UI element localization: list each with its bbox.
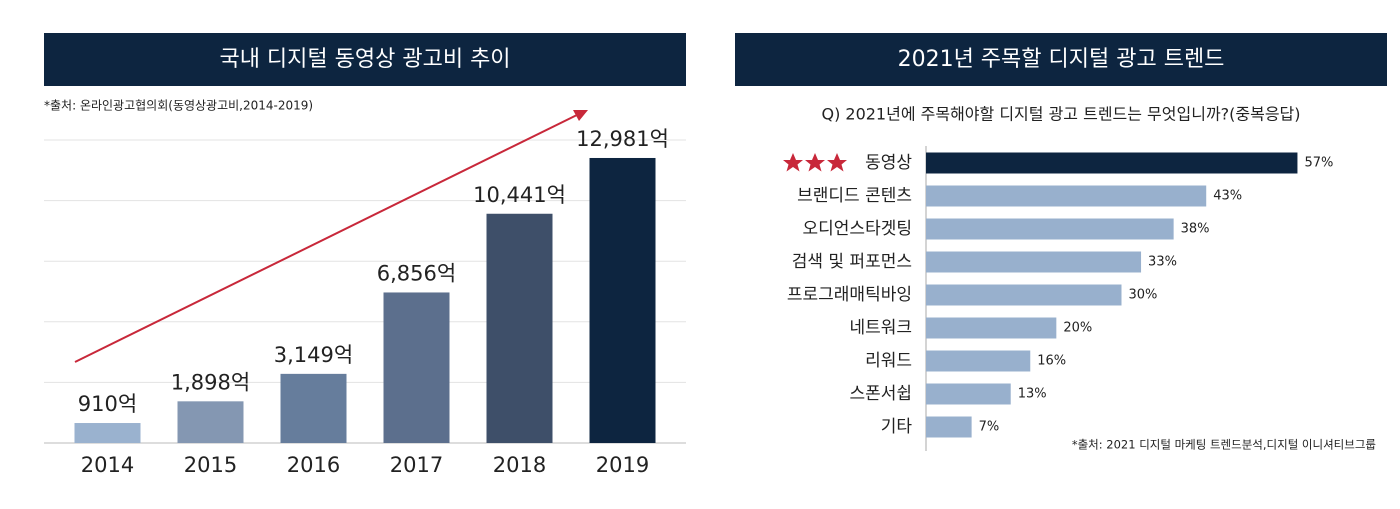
x-tick-label: 2019 <box>596 453 649 477</box>
x-tick-label: 2018 <box>493 453 546 477</box>
y-tick-label: 브랜디드 콘텐츠 <box>797 186 912 206</box>
value-label: 43% <box>1213 189 1242 204</box>
value-label: 1,898억 <box>171 370 250 394</box>
chart-title: 2021년 주목할 디지털 광고 트렌드 <box>898 47 1225 72</box>
y-tick-label: 프로그래매틱바잉 <box>787 285 912 305</box>
y-tick-label: 리워드 <box>865 351 912 371</box>
value-label: 20% <box>1063 321 1092 336</box>
bar <box>926 383 1011 405</box>
bar <box>177 401 244 443</box>
source-note: *출처: 2021 디지털 마케팅 트렌드분석,디지털 이니셔티브그룹 <box>1072 438 1376 452</box>
bar <box>926 152 1298 174</box>
bar <box>383 292 450 443</box>
bar <box>589 157 656 443</box>
value-label: 16% <box>1037 354 1066 369</box>
x-tick-label: 2017 <box>390 453 443 477</box>
value-label: 7% <box>979 420 1000 435</box>
y-tick-label: 네트워크 <box>849 318 912 338</box>
source-note: *출처: 온라인광고협의회(동영상광고비,2014-2019) <box>44 99 313 113</box>
y-tick-label: 스폰서쉽 <box>849 384 912 404</box>
value-label: 13% <box>1018 387 1047 402</box>
star-icons <box>783 153 847 172</box>
chart-subtitle: Q) 2021년에 주목해야할 디지털 광고 트렌드는 무엇입니까?(중복응답) <box>821 105 1300 124</box>
trend-arrow <box>74 111 584 363</box>
chart-title: 국내 디지털 동영상 광고비 추이 <box>219 47 510 72</box>
value-label: 10,441억 <box>473 183 566 207</box>
x-tick-label: 2015 <box>184 453 237 477</box>
value-label: 30% <box>1129 288 1158 303</box>
bar <box>926 251 1142 273</box>
y-tick-label: 기타 <box>881 417 913 437</box>
value-label: 57% <box>1304 156 1333 171</box>
bar <box>926 350 1031 372</box>
value-label: 12,981억 <box>576 127 669 151</box>
bar <box>926 284 1122 306</box>
bar <box>926 218 1174 240</box>
bar <box>280 373 347 443</box>
y-tick-label: 검색 및 퍼포먼스 <box>792 252 912 272</box>
bar <box>926 317 1057 339</box>
value-label: 38% <box>1181 222 1210 237</box>
x-tick-label: 2016 <box>287 453 340 477</box>
bar <box>74 423 141 443</box>
bar <box>926 185 1207 207</box>
bar <box>486 213 553 443</box>
bar <box>926 416 972 438</box>
value-label: 3,149억 <box>274 343 353 367</box>
y-tick-label: 동영상 <box>865 153 912 173</box>
y-tick-label: 오디언스타겟팅 <box>803 219 912 239</box>
value-label: 6,856억 <box>377 261 456 285</box>
header-band <box>44 33 686 86</box>
trend-arrowhead <box>573 110 588 121</box>
x-tick-label: 2014 <box>81 453 134 477</box>
value-label: 910억 <box>78 392 137 416</box>
header-band <box>735 33 1387 86</box>
value-label: 33% <box>1148 255 1177 270</box>
